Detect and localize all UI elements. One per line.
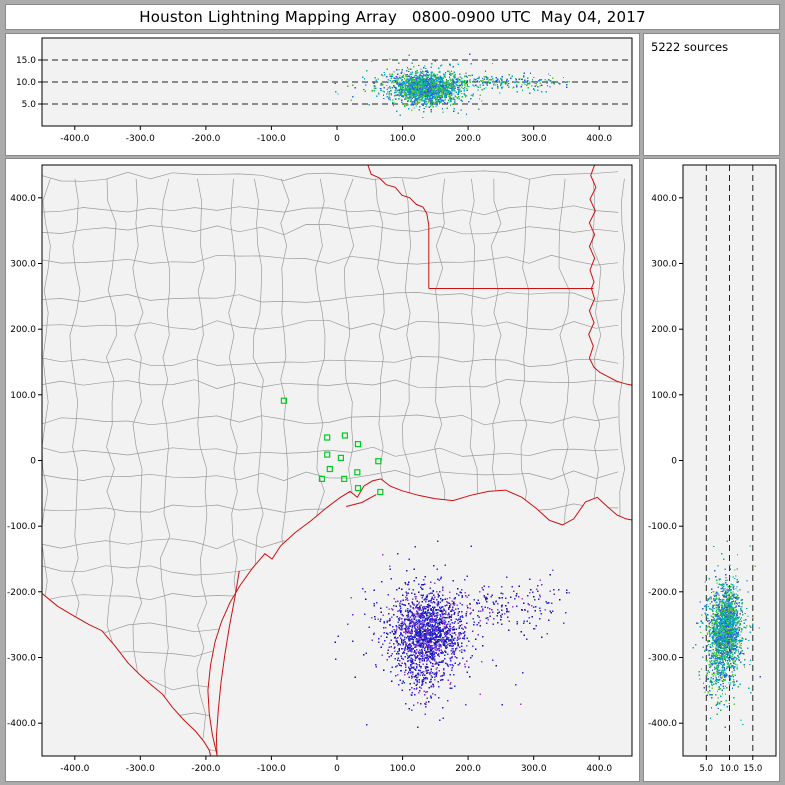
svg-text:300.0: 300.0 [521, 764, 547, 774]
svg-text:0: 0 [30, 457, 36, 467]
svg-text:300.0: 300.0 [521, 134, 547, 144]
map-chart[interactable]: -400.0 -300.0 -200.0 -100.0 0 100.0 200.0 300.0… [6, 159, 637, 779]
svg-text:-300.0: -300.0 [126, 764, 155, 774]
svg-text:100.0: 100.0 [390, 134, 416, 144]
window-title: Houston Lightning Mapping Array 0800-090… [139, 8, 646, 26]
svg-text:-400.0: -400.0 [7, 719, 36, 729]
svg-text:-400.0: -400.0 [60, 764, 89, 774]
svg-text:200.0: 200.0 [455, 134, 481, 144]
svg-text:-200.0: -200.0 [191, 134, 220, 144]
svg-text:0: 0 [334, 134, 340, 144]
ns-altitude-chart[interactable]: 400.0300.0200.0100.00-100.0-200.0-300.0-… [644, 159, 777, 779]
ns-altitude-panel: 400.0 300.0 200.0 100.0 0 -100.0 -200.0 -300.0-… [643, 158, 780, 782]
svg-text:-200.0: -200.0 [191, 764, 220, 774]
svg-text:-300.0: -300.0 [7, 654, 36, 664]
svg-text:-200.0: -200.0 [7, 588, 36, 598]
svg-text:0: 0 [334, 764, 340, 774]
svg-text:100.0: 100.0 [390, 764, 416, 774]
svg-text:5.0: 5.0 [22, 100, 37, 110]
title-bar: Houston Lightning Mapping Array 0800-090… [5, 4, 780, 30]
svg-text:-100.0: -100.0 [257, 764, 286, 774]
sources-panel: 5222 sources [643, 33, 780, 156]
svg-text:400.0: 400.0 [586, 764, 612, 774]
svg-text:100.0: 100.0 [10, 391, 36, 401]
ew-altitude-chart[interactable]: -400.0 -300.0 -200.0 -100.0 0 100.0 200.0 300.0… [6, 34, 637, 153]
svg-text:200.0: 200.0 [455, 764, 481, 774]
svg-text:-300.0: -300.0 [126, 134, 155, 144]
svg-text:400.0: 400.0 [10, 194, 36, 204]
svg-text:-400.0: -400.0 [60, 134, 89, 144]
svg-text:200.0: 200.0 [10, 325, 36, 335]
svg-text:400.0: 400.0 [586, 134, 612, 144]
svg-text:-100.0: -100.0 [7, 522, 36, 532]
ew-altitude-panel: -400.0 -300.0 -200.0 -100.0 0 100.0 200.0 300.0… [5, 33, 640, 156]
svg-text:-100.0: -100.0 [257, 134, 286, 144]
map-panel: -400.0 -300.0 -200.0 -100.0 0 100.0 200.0 300.0… [5, 158, 640, 782]
svg-text:15.0: 15.0 [16, 56, 36, 66]
sources-count: 5222 sources [651, 40, 729, 54]
svg-text:300.0: 300.0 [10, 260, 36, 270]
svg-text:10.0: 10.0 [16, 78, 36, 88]
